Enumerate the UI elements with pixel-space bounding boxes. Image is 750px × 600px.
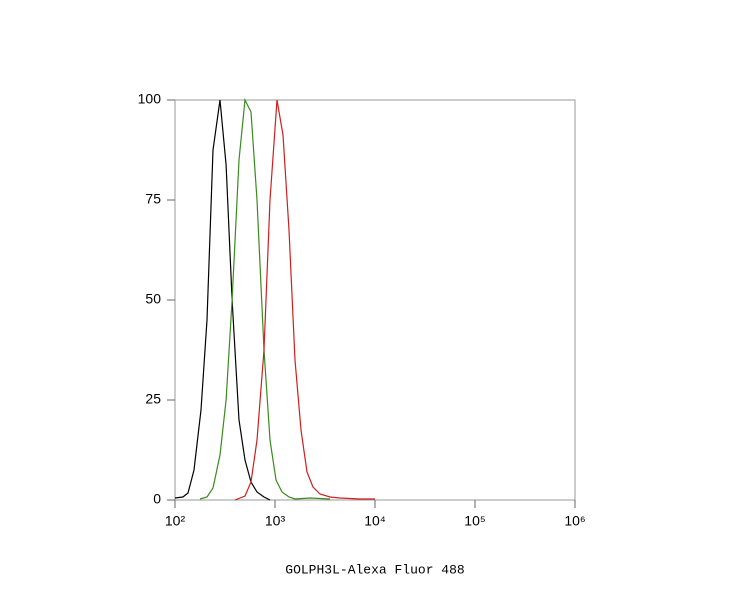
x-tick-label: 10³	[265, 513, 286, 529]
y-tick-label: 50	[145, 291, 161, 307]
x-axis-label: GOLPH3L-Alexa Fluor 488	[285, 562, 464, 577]
y-tick-label: 25	[145, 391, 161, 407]
histogram-line	[234, 99, 375, 501]
x-tick-label: 10⁴	[364, 513, 386, 529]
plot-frame	[174, 99, 576, 501]
x-tick-label: 10⁵	[464, 513, 485, 529]
histogram-line	[174, 99, 271, 501]
x-tick-label: 10⁶	[564, 513, 585, 529]
y-tick-label: 100	[138, 91, 162, 107]
y-tick-label: 75	[145, 191, 161, 207]
histogram-line	[199, 97, 331, 500]
x-tick-label: 10²	[165, 513, 186, 529]
y-tick-label: 0	[153, 491, 161, 507]
